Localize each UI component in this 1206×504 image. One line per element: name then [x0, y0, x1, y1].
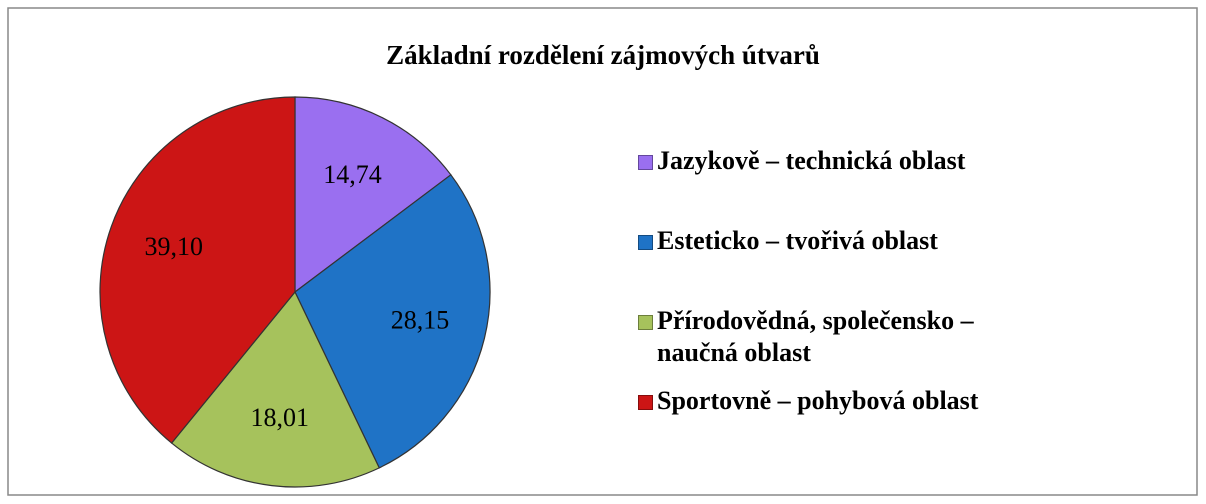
legend-swatch [638, 235, 653, 250]
legend-item: Jazykově – technická oblast [638, 145, 1038, 177]
legend-swatch [638, 155, 653, 170]
data-label: 39,10 [145, 232, 204, 261]
data-label: 14,74 [323, 160, 382, 189]
data-label: 28,15 [391, 306, 450, 335]
chart-title: Základní rozdělení zájmových útvarů [386, 40, 820, 70]
legend-item: Sportovně – pohybová oblast [638, 385, 1038, 417]
legend-label: Jazykově – technická oblast [657, 146, 966, 175]
legend-label: Sportovně – pohybová oblast [657, 386, 979, 415]
legend-swatch [638, 395, 653, 410]
pie-slice [99, 96, 296, 444]
data-label: 18,01 [250, 403, 309, 432]
legend-swatch [638, 315, 653, 330]
legend-item: Esteticko – tvořivá oblast [638, 225, 1038, 257]
legend-label: Přírodovědná, společensko – naučná oblas… [657, 306, 974, 367]
pie-slice [294, 96, 452, 294]
legend-item: Přírodovědná, společensko – naučná oblas… [638, 305, 1038, 369]
pie-slice [294, 173, 491, 469]
pie-slice [170, 290, 381, 488]
legend-label: Esteticko – tvořivá oblast [657, 226, 938, 255]
